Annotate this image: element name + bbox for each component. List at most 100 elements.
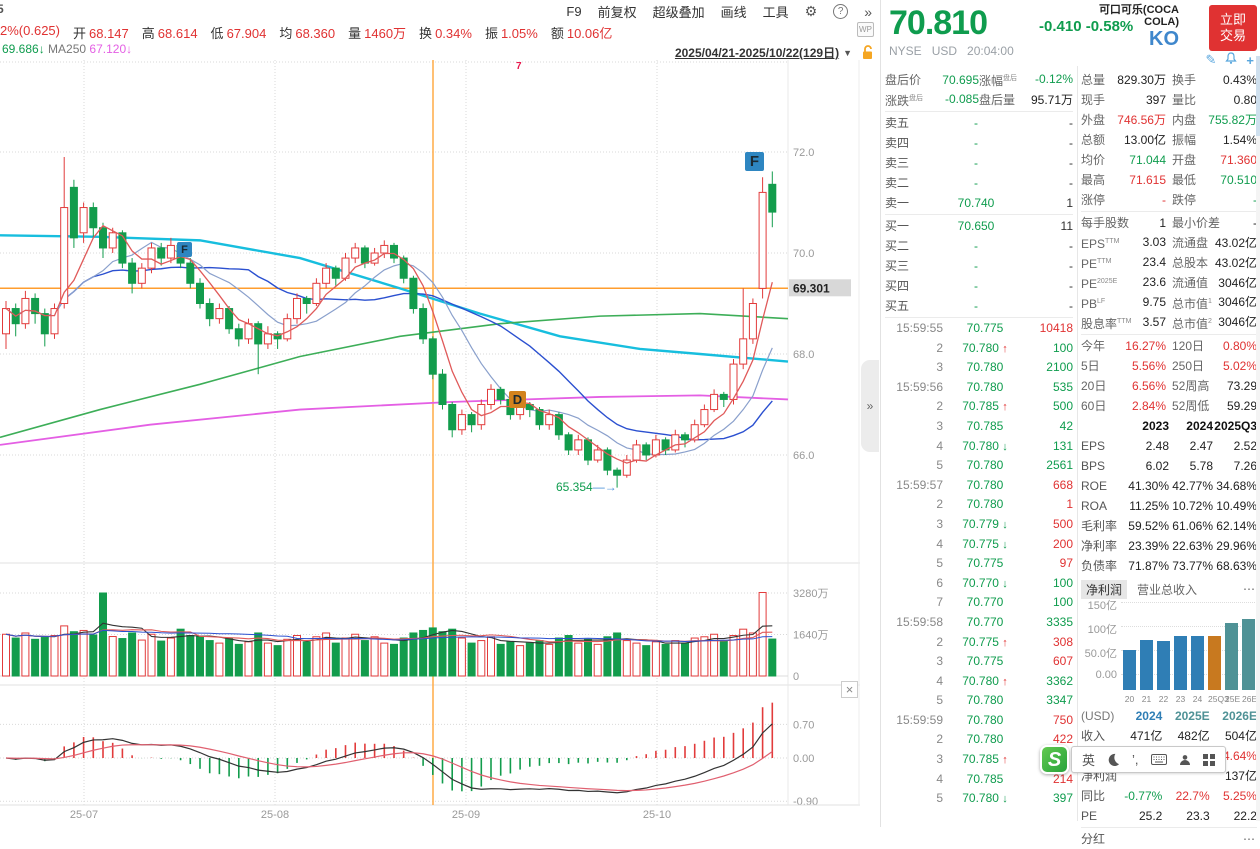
- help-icon[interactable]: ?: [833, 4, 849, 19]
- last-price: 70.810: [889, 4, 988, 42]
- menu-tools[interactable]: 工具: [762, 5, 789, 20]
- stat-row: 涨停 - 跌停 -: [1081, 193, 1257, 207]
- ask-row[interactable]: 卖五 - -: [885, 116, 1073, 130]
- post-price-row: 盘后价 70.695 涨幅盘后 -0.12%: [885, 72, 1073, 88]
- ask-row[interactable]: 卖二 - -: [885, 176, 1073, 190]
- stat-item: 低 67.904: [210, 26, 267, 41]
- menu-f9[interactable]: F9: [566, 4, 582, 19]
- quote-header: 70.810 -0.410 -0.58% 可口可乐(COCA COLA) KO …: [889, 4, 1257, 56]
- fin-table-row: ROA 11.25% 10.72% 10.49%: [1081, 499, 1257, 513]
- moon-icon[interactable]: [1107, 753, 1120, 766]
- bid-row[interactable]: 买二 - -: [885, 239, 1073, 253]
- stat-item: 2%(0.625): [0, 23, 60, 38]
- svg-text:68.0: 68.0: [793, 349, 814, 361]
- collapse-panel-tab[interactable]: »: [861, 360, 879, 452]
- arrow-right-icon: —→: [592, 480, 617, 494]
- stat-row: 今年 16.27% 120日 0.80%: [1081, 339, 1257, 353]
- keyboard-icon[interactable]: [1150, 754, 1167, 765]
- time-sales-row: 15:59:59 70.780 750: [896, 712, 1073, 727]
- profit-bar-24: [1191, 636, 1204, 690]
- user-icon[interactable]: [1179, 754, 1191, 766]
- ask-row[interactable]: 卖三 - -: [885, 156, 1073, 170]
- ask-row[interactable]: 卖四 - -: [885, 136, 1073, 150]
- divider: [1081, 827, 1257, 828]
- quote-panel: 70.810 -0.410 -0.58% 可口可乐(COCA COLA) KO …: [880, 0, 1260, 846]
- sogou-logo-icon[interactable]: S: [1040, 745, 1069, 774]
- tab-net-profit[interactable]: 净利润: [1081, 579, 1128, 599]
- add-watchlist-icon[interactable]: +: [1246, 52, 1254, 68]
- ask-row[interactable]: 卖一 70.740 1: [885, 196, 1073, 210]
- caret-down-icon: ▼: [843, 47, 852, 58]
- stat-item: 额 10.06亿: [550, 26, 613, 41]
- time-sales-row: 5 70.780 ↓ 397: [936, 791, 1073, 806]
- quote-header-icons: ✎ +: [1206, 52, 1255, 68]
- more-icon[interactable]: ⋯: [1243, 582, 1257, 596]
- divider: [1081, 211, 1257, 212]
- stat-row: 20日 6.56% 52周高 73.29: [1081, 379, 1257, 393]
- clipped-toolbar-glyph: 5: [0, 2, 4, 16]
- main-chart-area[interactable]: 72.0 70.0 68.0 66.0 25-07 25-08 25-09 25-10 3280…: [0, 60, 880, 827]
- net-profit-bars: [1123, 614, 1257, 690]
- profit-bar-23: [1174, 636, 1187, 690]
- svg-text:0.00: 0.00: [793, 753, 814, 765]
- stat-item: 换 0.34%: [419, 26, 472, 41]
- stat-row: 现手 397 量比 0.80: [1081, 93, 1257, 107]
- punctuation-icon[interactable]: ’,: [1132, 752, 1139, 767]
- wp-icon[interactable]: WP: [857, 22, 874, 37]
- alert-bell-icon[interactable]: [1225, 52, 1238, 68]
- time-sales-row: 2 70.775 ↑ 308: [936, 634, 1073, 649]
- gear-icon[interactable]: ⚙: [804, 3, 818, 19]
- divider: [1081, 334, 1257, 335]
- event-flag-icon[interactable]: 7: [516, 61, 522, 72]
- close-indicator-pane-button[interactable]: ×: [841, 681, 858, 698]
- stat-item: 高 68.614: [141, 26, 198, 41]
- date-range-selector[interactable]: 2025/04/21-2025/10/22(129日) ▼: [674, 46, 852, 60]
- bid-row[interactable]: 买四 - -: [885, 279, 1073, 293]
- ma-value-green: 69.686↓: [2, 42, 45, 56]
- divider: [885, 214, 1073, 215]
- time-sales-row: 15:59:58 70.770 3335: [896, 614, 1073, 629]
- edit-icon[interactable]: ✎: [1205, 52, 1217, 67]
- stock-name-block: 可口可乐(COCA COLA) KO: [1069, 4, 1179, 50]
- fin-table-row: 净利率 23.39% 22.63% 29.96%: [1081, 539, 1257, 553]
- quote-time: 20:04:00: [967, 44, 1014, 58]
- scrollbar-thumb[interactable]: [1256, 56, 1260, 136]
- orderbook-column: 盘后价 70.695 涨幅盘后 -0.12% 涨跌盘后 -0.085 盘后量 95.71万 卖五…: [885, 70, 1073, 809]
- ime-lang-toggle[interactable]: 英: [1082, 753, 1096, 768]
- dividend-row[interactable]: 分红 ⋯: [1081, 832, 1257, 846]
- trade-now-button[interactable]: 立即 交易: [1209, 5, 1257, 51]
- svg-text:70.0: 70.0: [793, 248, 814, 260]
- exchange-info: NYSE USD 20:04:00: [889, 44, 1014, 58]
- forecast-row: PE 25.2 23.3 22.2: [1081, 809, 1257, 823]
- menu-draw-line[interactable]: 画线: [720, 5, 747, 20]
- marker-badge-F[interactable]: F: [745, 152, 764, 171]
- stock-ticker: KO: [1149, 28, 1179, 50]
- forecast-row: 收入 471亿 482亿 504亿: [1081, 729, 1257, 743]
- menu-adjust-mode[interactable]: 前复权: [597, 5, 637, 20]
- net-profit-chart: 150亿 100亿 50.0亿 0.00 20 21 22 23 24 25Q3 25E 26E: [1084, 600, 1258, 704]
- fin-table-row: BPS 6.02 5.78 7.26: [1081, 459, 1257, 473]
- marker-badge-D[interactable]: D: [509, 391, 526, 408]
- svg-text:25-07: 25-07: [70, 809, 98, 821]
- svg-text:25-08: 25-08: [261, 809, 289, 821]
- bid-row[interactable]: 买一 70.650 11: [885, 219, 1073, 233]
- marker-badge-F[interactable]: F: [177, 242, 192, 257]
- bid-row[interactable]: 买五 - -: [885, 299, 1073, 313]
- ma250-value: 67.120↓: [89, 42, 133, 56]
- svg-text:69.301: 69.301: [793, 281, 830, 295]
- svg-text:-0.90: -0.90: [793, 796, 818, 808]
- fin-table-row: 毛利率 59.52% 61.06% 62.14%: [1081, 519, 1257, 533]
- panel-scrollbar[interactable]: [1256, 56, 1260, 821]
- candlestick-chart[interactable]: 72.0 70.0 68.0 66.0 25-07 25-08 25-09 25-10 3280…: [0, 60, 862, 827]
- unlock-icon[interactable]: [861, 45, 874, 63]
- bid-row[interactable]: 买三 - -: [885, 259, 1073, 273]
- post-change-row: 涨跌盘后 -0.085 盘后量 95.71万: [885, 92, 1073, 108]
- chevron-more-icon[interactable]: »: [864, 3, 872, 20]
- stat-row: 总额 13.00亿 振幅 1.54%: [1081, 133, 1257, 147]
- time-sales-row: 3 70.785 42: [936, 418, 1073, 433]
- stat-row: PETTM 23.4 总股本 43.02亿: [1081, 255, 1257, 271]
- panel-divider: [1077, 66, 1078, 821]
- menu-super-overlay[interactable]: 超级叠加: [652, 5, 705, 20]
- tab-revenue[interactable]: 营业总收入: [1137, 582, 1198, 597]
- grid-menu-icon[interactable]: [1202, 753, 1215, 766]
